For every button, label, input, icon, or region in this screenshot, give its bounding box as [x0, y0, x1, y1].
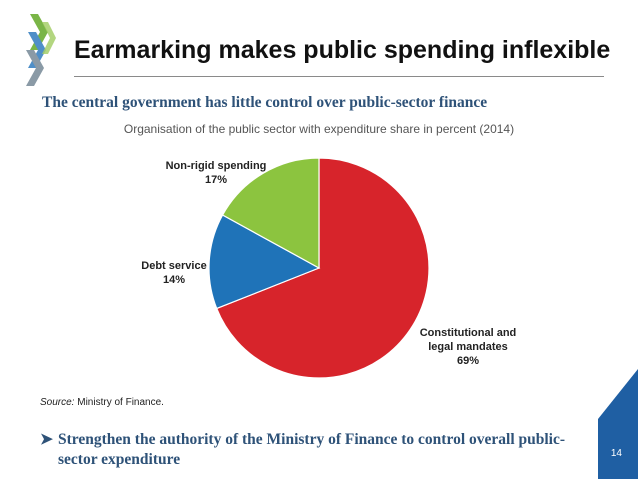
slice-label-constitutional: Constitutional and legal mandates 69% [408, 326, 528, 368]
corner-decoration [598, 369, 638, 479]
pie-slice-constitutional [215, 157, 430, 379]
arrow-bullet-icon: ➤ [40, 431, 53, 448]
bullet-text: Strengthen the authority of the Ministry… [58, 431, 566, 468]
slice-name: Debt service [141, 260, 207, 272]
page-title: Earmarking makes public spending inflexi… [74, 36, 611, 64]
page-subtitle: The central government has little contro… [42, 94, 488, 111]
source-text: Ministry of Finance. [74, 397, 164, 408]
slice-label-debt-service: Debt service 14% [124, 259, 224, 287]
page-number: 14 [610, 448, 622, 459]
source-label: Source: [40, 397, 75, 408]
pie-slice-non-rigid [221, 157, 320, 270]
source-note: Source: Ministry of Finance. [40, 397, 164, 408]
bullet-point: ➤ Strengthen the authority of the Minist… [40, 430, 578, 470]
oecd-logo [26, 14, 56, 86]
slice-value: 69% [456, 355, 480, 367]
slice-name: Non-rigid spending [165, 160, 267, 172]
pie-slice-debt-service [208, 214, 321, 310]
slice-value: 14% [162, 274, 186, 286]
slice-value: 17% [204, 174, 228, 186]
chart-title: Organisation of the public sector with e… [123, 122, 515, 136]
slice-name: Constitutional and [419, 327, 517, 339]
slice-name: legal mandates [428, 341, 508, 353]
title-divider [74, 76, 604, 77]
slice-label-non-rigid: Non-rigid spending 17% [156, 159, 276, 187]
